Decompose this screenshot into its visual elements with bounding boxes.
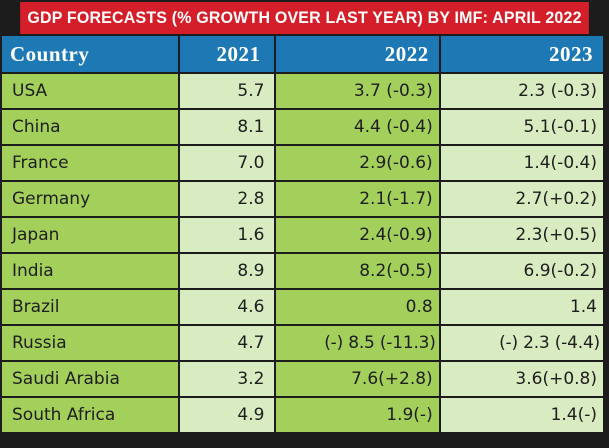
country-cell: Germany xyxy=(2,182,178,216)
value-2021-cell: 8.9 xyxy=(179,254,275,288)
value-2021-cell: 2.8 xyxy=(179,182,275,216)
value-2021-cell: 8.1 xyxy=(179,110,275,144)
country-cell: USA xyxy=(2,74,178,108)
value-2022-cell: 0.8 xyxy=(276,290,439,324)
gdp-forecast-table: Country 2021 2022 2023 USA 5.7 3.7 (-0.3… xyxy=(0,34,605,434)
country-cell: France xyxy=(2,146,178,180)
country-cell: Russia xyxy=(2,326,178,360)
country-cell: South Africa xyxy=(2,398,178,432)
value-2022-cell: 3.7 (-0.3) xyxy=(276,74,439,108)
country-cell: Brazil xyxy=(2,290,178,324)
value-2022-cell: (-) 8.5 (-11.3) xyxy=(276,326,439,360)
value-2021-cell: 7.0 xyxy=(179,146,275,180)
table-row: Japan 1.6 2.4(-0.9) 2.3(+0.5) xyxy=(2,218,603,252)
table-title: GDP FORECASTS (% GROWTH OVER LAST YEAR) … xyxy=(20,2,589,34)
table-row: Germany 2.8 2.1(-1.7) 2.7(+0.2) xyxy=(2,182,603,216)
value-2022-cell: 8.2(-0.5) xyxy=(276,254,439,288)
table-row: Russia 4.7 (-) 8.5 (-11.3) (-) 2.3 (-4.4… xyxy=(2,326,603,360)
table-row: Brazil 4.6 0.8 1.4 xyxy=(2,290,603,324)
value-2023-cell: 1.4(-0.4) xyxy=(440,146,603,180)
country-cell: Japan xyxy=(2,218,178,252)
value-2023-cell: 2.3(+0.5) xyxy=(440,218,603,252)
value-2022-cell: 2.9(-0.6) xyxy=(276,146,439,180)
value-2022-cell: 1.9(-) xyxy=(276,398,439,432)
table-row: China 8.1 4.4 (-0.4) 5.1(-0.1) xyxy=(2,110,603,144)
value-2021-cell: 1.6 xyxy=(179,218,275,252)
value-2021-cell: 4.9 xyxy=(179,398,275,432)
value-2023-cell: 1.4(-) xyxy=(440,398,603,432)
value-2023-cell: 3.6(+0.8) xyxy=(440,362,603,396)
value-2021-cell: 5.7 xyxy=(179,74,275,108)
value-2023-cell: 5.1(-0.1) xyxy=(440,110,603,144)
column-header-2023: 2023 xyxy=(440,36,603,72)
table-row: France 7.0 2.9(-0.6) 1.4(-0.4) xyxy=(2,146,603,180)
column-header-2021: 2021 xyxy=(179,36,275,72)
value-2021-cell: 4.6 xyxy=(179,290,275,324)
value-2023-cell: (-) 2.3 (-4.4) xyxy=(440,326,603,360)
country-cell: China xyxy=(2,110,178,144)
table-row: Saudi Arabia 3.2 7.6(+2.8) 3.6(+0.8) xyxy=(2,362,603,396)
table-row: USA 5.7 3.7 (-0.3) 2.3 (-0.3) xyxy=(2,74,603,108)
value-2021-cell: 3.2 xyxy=(179,362,275,396)
column-header-2022: 2022 xyxy=(276,36,439,72)
value-2022-cell: 4.4 (-0.4) xyxy=(276,110,439,144)
header-row: Country 2021 2022 2023 xyxy=(2,36,603,72)
value-2023-cell: 2.7(+0.2) xyxy=(440,182,603,216)
country-cell: India xyxy=(2,254,178,288)
table-row: South Africa 4.9 1.9(-) 1.4(-) xyxy=(2,398,603,432)
value-2023-cell: 1.4 xyxy=(440,290,603,324)
table-row: India 8.9 8.2(-0.5) 6.9(-0.2) xyxy=(2,254,603,288)
value-2023-cell: 2.3 (-0.3) xyxy=(440,74,603,108)
value-2023-cell: 6.9(-0.2) xyxy=(440,254,603,288)
value-2021-cell: 4.7 xyxy=(179,326,275,360)
value-2022-cell: 7.6(+2.8) xyxy=(276,362,439,396)
column-header-country: Country xyxy=(2,36,178,72)
value-2022-cell: 2.4(-0.9) xyxy=(276,218,439,252)
country-cell: Saudi Arabia xyxy=(2,362,178,396)
value-2022-cell: 2.1(-1.7) xyxy=(276,182,439,216)
